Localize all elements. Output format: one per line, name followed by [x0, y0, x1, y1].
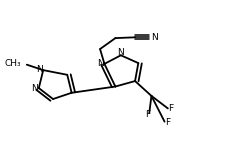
Text: N: N [117, 48, 124, 57]
Text: CH₃: CH₃ [5, 59, 21, 68]
Text: F: F [169, 104, 174, 113]
Text: N: N [36, 65, 43, 74]
Text: F: F [165, 118, 170, 127]
Text: F: F [146, 110, 151, 119]
Text: N: N [97, 59, 104, 68]
Text: N: N [32, 84, 38, 93]
Text: N: N [151, 33, 157, 42]
